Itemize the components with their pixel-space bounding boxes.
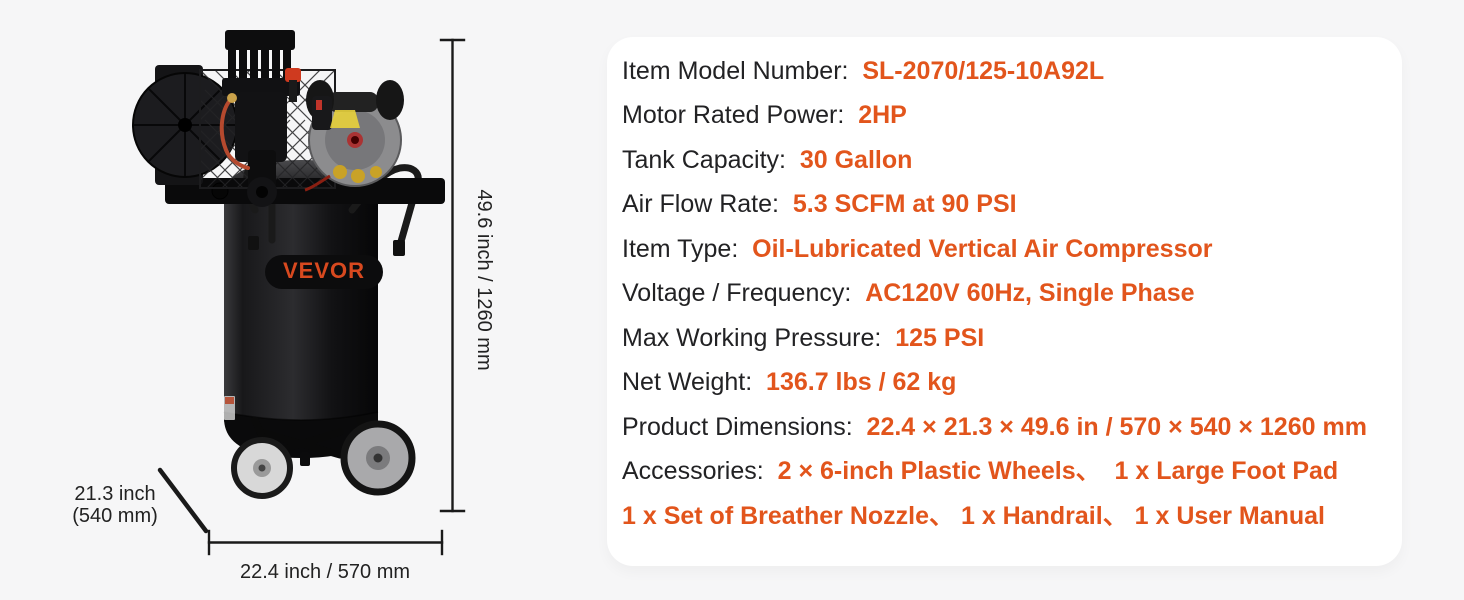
svg-text:49.6 inch / 1260 mm: 49.6 inch / 1260 mm [473,189,495,370]
svg-text:(540 mm): (540 mm) [72,505,158,527]
svg-text:22.4 inch / 570 mm: 22.4 inch / 570 mm [240,561,410,583]
svg-text:21.3 inch: 21.3 inch [74,483,155,505]
svg-text:VEVOR: VEVOR [283,258,365,283]
